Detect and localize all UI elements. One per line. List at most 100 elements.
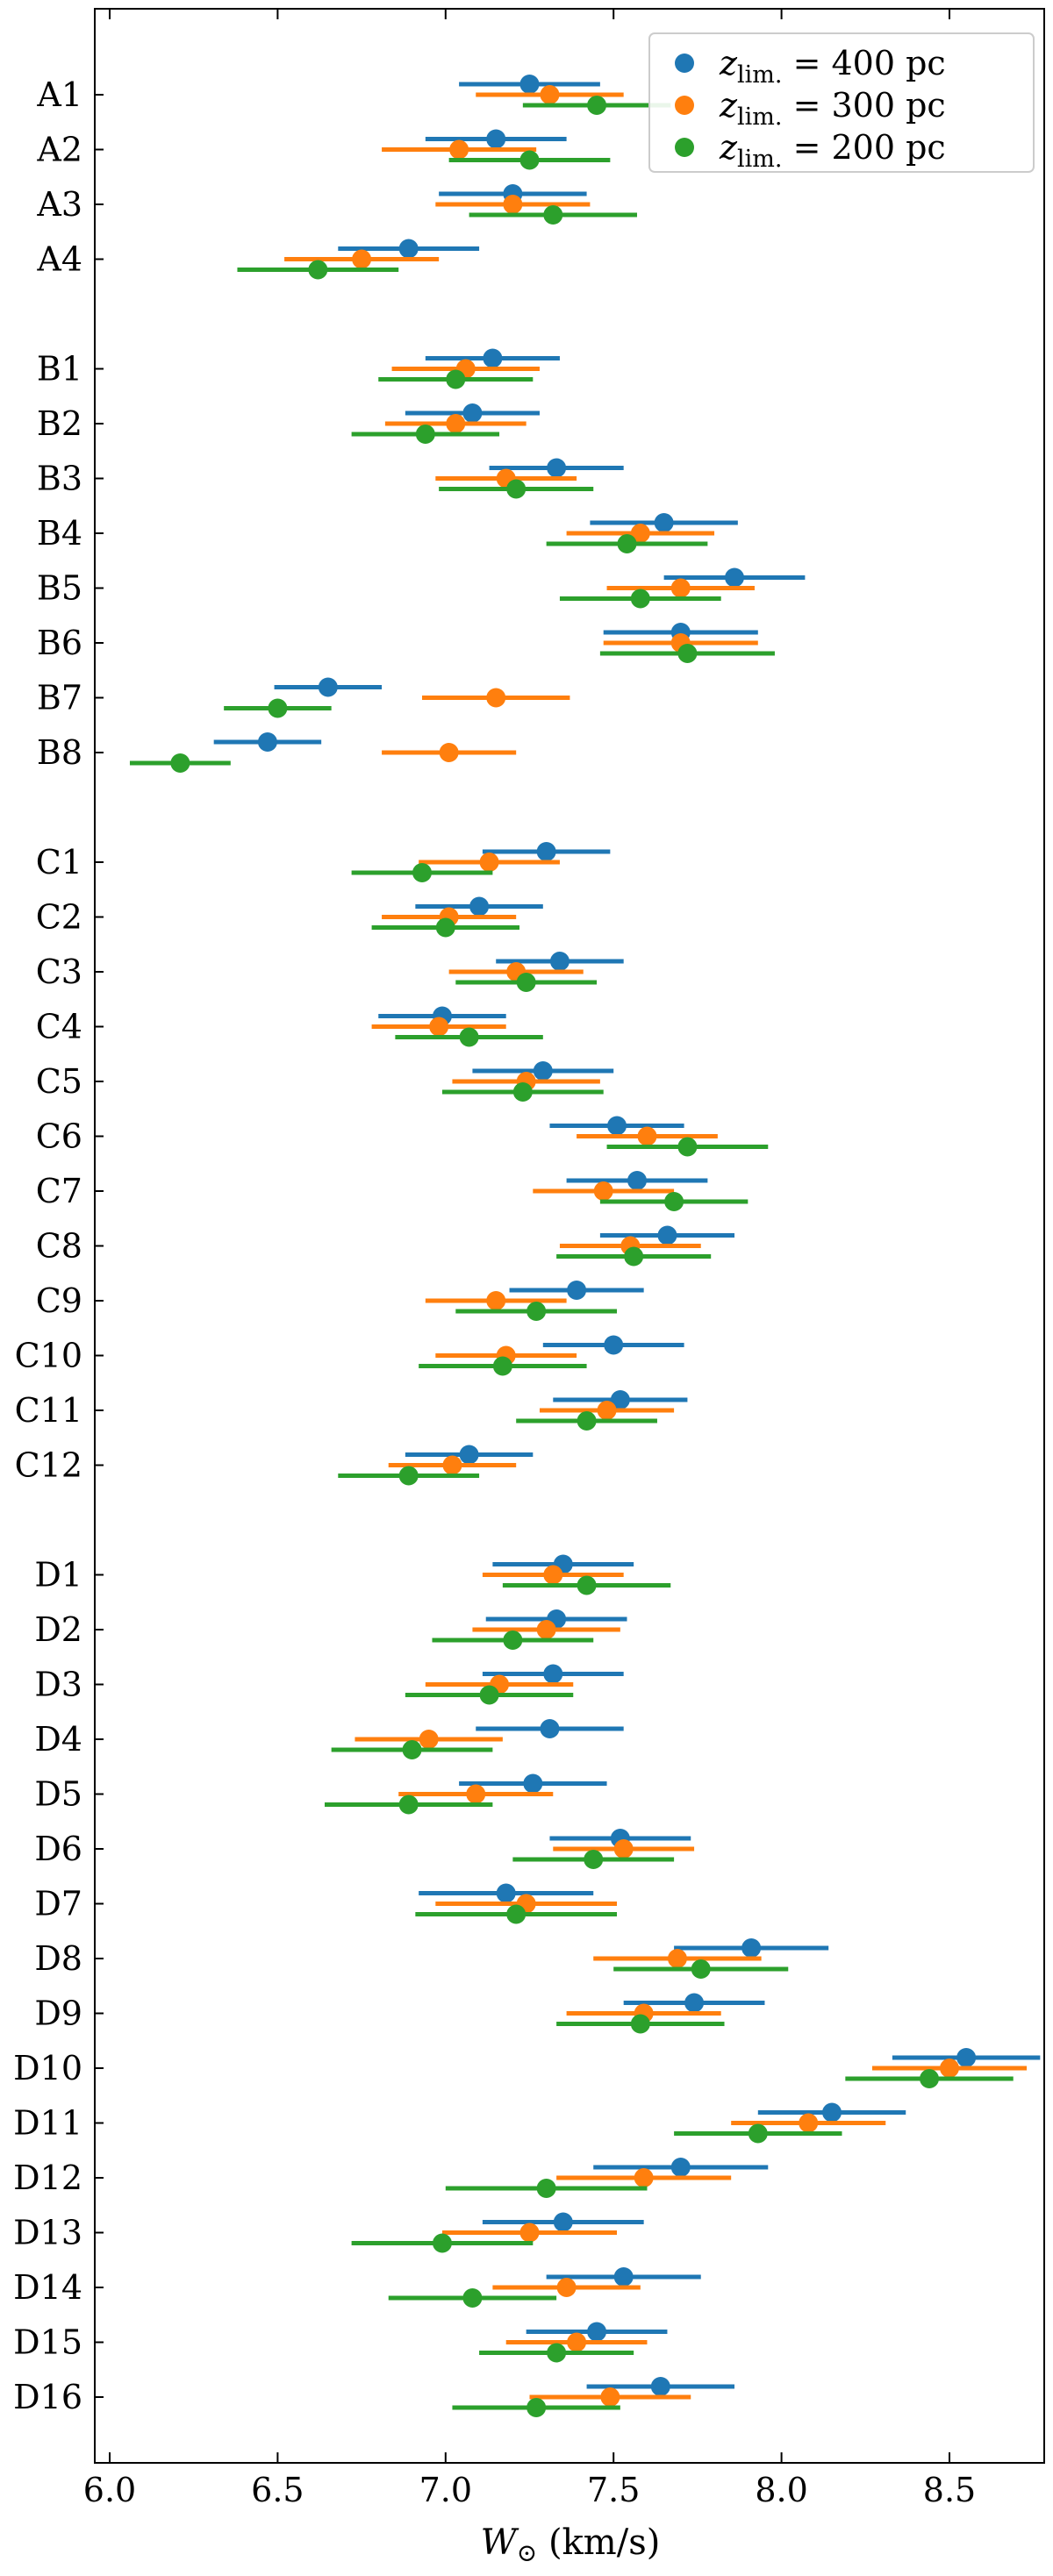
point-C2-s200 (435, 917, 455, 938)
point-D14-s400 (613, 2267, 634, 2287)
point-D6-s200 (584, 1850, 604, 1869)
plot-frame (94, 8, 1045, 2464)
row-label-C4: C4 (36, 1008, 82, 1046)
point-B5-s400 (725, 567, 745, 588)
point-B7-s400 (318, 677, 338, 697)
point-B5-s200 (630, 589, 650, 609)
point-C7-s300 (593, 1181, 613, 1201)
x-tick-label: 8.5 (923, 2471, 976, 2509)
row-label-D14: D14 (13, 2268, 82, 2307)
point-A1-s300 (540, 85, 560, 104)
row-label-A3: A3 (36, 185, 82, 224)
point-D15-s200 (547, 2343, 567, 2363)
point-B2-s200 (415, 425, 435, 444)
row-label-B5: B5 (37, 569, 82, 608)
row-label-B8: B8 (37, 733, 82, 772)
point-C5-s200 (512, 1082, 533, 1102)
x-tick-label: 7.0 (419, 2471, 472, 2509)
point-B1-s400 (483, 348, 503, 368)
point-A2-s400 (486, 129, 506, 149)
point-C8-s200 (624, 1246, 644, 1267)
point-C1-s200 (412, 863, 433, 882)
point-C4-s300 (429, 1017, 449, 1037)
point-C12-s300 (442, 1455, 462, 1475)
point-A1-s200 (587, 96, 607, 115)
legend-label-s300: zlim. = 300 pc (719, 86, 946, 131)
point-D4-s300 (419, 1730, 439, 1749)
row-label-D2: D2 (34, 1610, 82, 1649)
point-C11-s200 (577, 1411, 597, 1431)
legend-marker-s300 (675, 96, 694, 115)
row-label-D15: D15 (13, 2323, 82, 2362)
point-C7-s200 (664, 1192, 684, 1211)
point-D11-s400 (822, 2102, 842, 2123)
point-D1-s300 (543, 1565, 563, 1585)
point-B7-s300 (486, 688, 506, 708)
point-C11-s400 (610, 1390, 630, 1409)
point-C3-s400 (549, 952, 569, 971)
point-B2-s400 (462, 403, 483, 423)
row-label-B4: B4 (37, 514, 82, 553)
row-label-B7: B7 (37, 679, 82, 717)
point-A1-s400 (519, 75, 540, 94)
row-label-D5: D5 (34, 1775, 82, 1814)
point-D8-s400 (741, 1938, 762, 1958)
point-C7-s400 (627, 1171, 647, 1190)
point-C11-s300 (597, 1401, 617, 1420)
point-B1-s200 (446, 369, 466, 389)
point-C6-s200 (677, 1137, 698, 1157)
point-C12-s400 (459, 1445, 479, 1465)
point-D12-s400 (670, 2158, 691, 2177)
point-A2-s300 (449, 139, 469, 160)
point-D2-s200 (503, 1631, 523, 1650)
row-label-D8: D8 (34, 1939, 82, 1978)
legend-label-s400: zlim. = 400 pc (719, 44, 946, 89)
point-A2-s200 (519, 150, 540, 170)
point-D13-s300 (519, 2223, 540, 2243)
point-D10-s300 (940, 2059, 959, 2078)
point-A3-s200 (543, 205, 563, 225)
row-label-C9: C9 (36, 1281, 82, 1320)
row-label-C10: C10 (15, 1337, 82, 1375)
point-D15-s400 (587, 2322, 607, 2342)
row-label-D3: D3 (34, 1666, 82, 1704)
row-label-B1: B1 (37, 350, 82, 389)
point-D5-s400 (523, 1773, 543, 1794)
point-D16-s200 (526, 2398, 547, 2417)
row-label-C6: C6 (36, 1117, 82, 1156)
point-D4-s400 (540, 1719, 560, 1738)
row-label-D1: D1 (34, 1556, 82, 1595)
x-tick-label: 6.0 (83, 2471, 136, 2509)
legend-marker-s400 (675, 54, 694, 73)
legend-frame (648, 32, 1035, 173)
point-A4-s200 (308, 260, 328, 280)
row-label-D16: D16 (13, 2378, 82, 2416)
data-marks (129, 75, 1041, 2417)
point-C5-s400 (533, 1061, 553, 1081)
point-D6-s300 (613, 1839, 634, 1859)
point-A4-s300 (352, 249, 372, 269)
row-label-C3: C3 (36, 953, 82, 991)
point-D10-s200 (920, 2069, 940, 2088)
point-D13-s200 (432, 2233, 452, 2253)
x-axis: 6.0 6.5 7.0 7.5 8.0 8.5 (83, 9, 976, 2509)
point-D2-s300 (536, 1620, 556, 1639)
point-C9-s200 (526, 1302, 547, 1321)
point-C2-s400 (469, 896, 490, 917)
point-B3-s400 (547, 458, 567, 478)
point-D15-s300 (567, 2332, 587, 2352)
point-D3-s200 (479, 1685, 499, 1705)
point-D9-s400 (684, 1993, 705, 2013)
point-C6-s400 (607, 1116, 627, 1136)
point-D7-s400 (496, 1883, 516, 1903)
x-tick-label: 8.0 (755, 2471, 807, 2509)
point-C1-s400 (536, 842, 556, 861)
point-D1-s200 (577, 1575, 597, 1595)
legend-label-s200: zlim. = 200 pc (719, 128, 946, 173)
row-label-C1: C1 (36, 843, 82, 881)
point-B8-s300 (439, 743, 459, 762)
row-label-A1: A1 (36, 75, 82, 114)
